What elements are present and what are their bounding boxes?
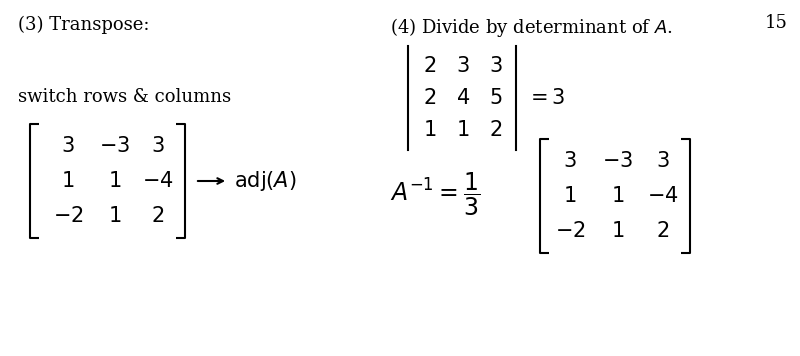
Text: $-4$: $-4$ <box>647 186 679 206</box>
Text: $3$: $3$ <box>489 56 503 76</box>
Text: $A^{-1} = \dfrac{1}{3}$: $A^{-1} = \dfrac{1}{3}$ <box>390 170 480 218</box>
Text: $3$: $3$ <box>61 136 75 156</box>
Text: $= 3$: $= 3$ <box>526 88 566 108</box>
Text: $-3$: $-3$ <box>602 151 634 171</box>
Text: $\mathrm{adj}(A)$: $\mathrm{adj}(A)$ <box>234 169 297 193</box>
Text: $2$: $2$ <box>657 221 670 241</box>
Text: $2$: $2$ <box>151 206 165 226</box>
Text: $4$: $4$ <box>456 88 470 108</box>
Text: $2$: $2$ <box>423 88 437 108</box>
Text: $1$: $1$ <box>108 206 122 226</box>
Text: $3$: $3$ <box>151 136 165 156</box>
Text: $2$: $2$ <box>490 120 502 140</box>
Text: (4) Divide by determinant of $A$.: (4) Divide by determinant of $A$. <box>390 16 673 39</box>
Text: $1$: $1$ <box>611 186 625 206</box>
Text: $1$: $1$ <box>423 120 437 140</box>
Text: $1$: $1$ <box>563 186 577 206</box>
Text: $5$: $5$ <box>490 88 502 108</box>
Text: $3$: $3$ <box>656 151 670 171</box>
Text: $-3$: $-3$ <box>99 136 130 156</box>
Text: 15: 15 <box>765 14 788 32</box>
Text: $1$: $1$ <box>62 171 74 191</box>
Text: $-2$: $-2$ <box>53 206 83 226</box>
Text: $2$: $2$ <box>423 56 437 76</box>
Text: $3$: $3$ <box>563 151 577 171</box>
Text: switch rows & columns: switch rows & columns <box>18 88 231 106</box>
Text: $3$: $3$ <box>456 56 470 76</box>
Text: (3) Transpose:: (3) Transpose: <box>18 16 150 34</box>
Text: $1$: $1$ <box>108 171 122 191</box>
Text: $-2$: $-2$ <box>554 221 586 241</box>
Text: $1$: $1$ <box>456 120 470 140</box>
Text: $-4$: $-4$ <box>142 171 174 191</box>
Text: $1$: $1$ <box>611 221 625 241</box>
